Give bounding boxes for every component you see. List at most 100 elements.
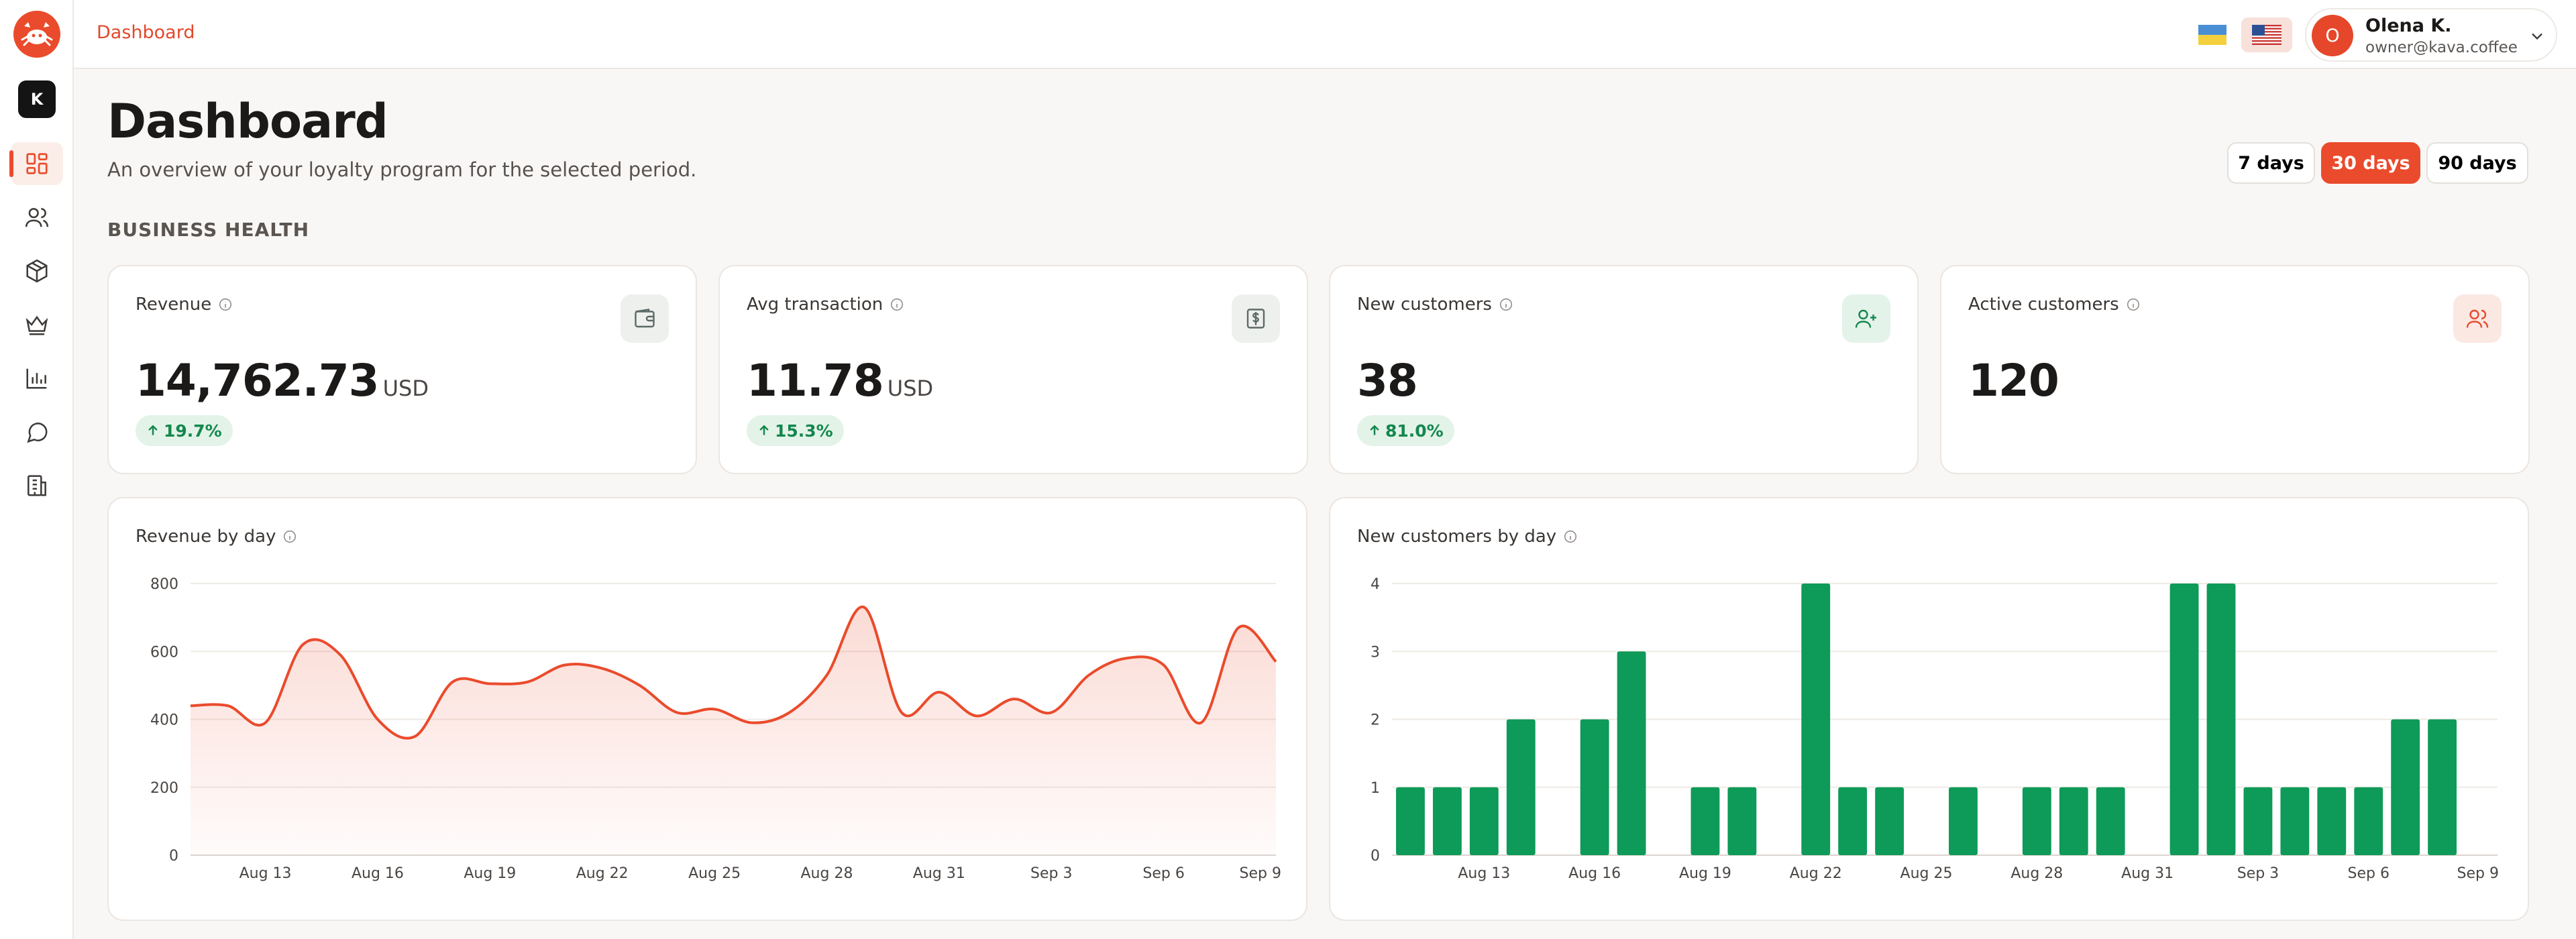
receipt-icon [1246, 309, 1265, 329]
bar[interactable] [2096, 787, 2125, 855]
bar[interactable] [1506, 719, 1536, 856]
data-point[interactable] [1047, 708, 1055, 716]
data-point[interactable] [1085, 671, 1093, 679]
bar[interactable] [2391, 719, 2420, 856]
kpi-unit: USD [382, 376, 429, 401]
bar[interactable] [2059, 787, 2088, 855]
revenue-line [190, 605, 1277, 740]
language-english[interactable] [2241, 17, 2292, 52]
range-7-days-button[interactable]: 7 days [2227, 142, 2315, 184]
data-point[interactable] [449, 678, 457, 686]
bar[interactable] [2169, 584, 2199, 855]
breadcrumb[interactable]: Dashboard [97, 22, 195, 43]
crown-icon [25, 315, 48, 335]
chart-title: New customers by day [1357, 527, 1557, 547]
range-90-days-button[interactable]: 90 days [2426, 142, 2528, 184]
data-point[interactable] [973, 712, 981, 720]
bar[interactable] [1580, 719, 1609, 856]
language-ukrainian[interactable] [2187, 17, 2238, 52]
user-email: owner@kava.coffee [2365, 39, 2518, 56]
chart-title: Revenue by day [136, 527, 276, 547]
data-point[interactable] [673, 708, 681, 716]
user-plus-icon [1855, 309, 1876, 328]
data-point[interactable] [1010, 695, 1018, 703]
info-icon[interactable] [218, 297, 233, 312]
sidebar-item-analytics[interactable] [11, 357, 63, 400]
bar[interactable] [2428, 719, 2457, 856]
x-tick-label: Aug 25 [688, 865, 741, 882]
data-point[interactable] [898, 708, 906, 716]
bar[interactable] [2206, 584, 2236, 855]
data-point[interactable] [336, 651, 344, 659]
data-point[interactable] [748, 719, 756, 727]
bar[interactable] [2243, 787, 2273, 855]
info-icon[interactable] [282, 529, 297, 544]
bar[interactable] [2317, 787, 2347, 855]
x-tick-label: Aug 16 [352, 865, 404, 882]
sidebar-item-locations[interactable] [11, 464, 63, 507]
data-point[interactable] [636, 681, 644, 689]
bar[interactable] [1690, 787, 1720, 855]
x-tick-label: Aug 28 [2010, 865, 2063, 882]
sidebar-item-messages[interactable] [11, 410, 63, 453]
bar[interactable] [1838, 787, 1868, 855]
kpi-value: 120 [1968, 355, 2059, 406]
data-point[interactable] [935, 688, 943, 696]
data-point[interactable] [411, 732, 419, 740]
x-tick-label: Aug 13 [1458, 865, 1510, 882]
bar[interactable] [1396, 787, 1425, 855]
data-point[interactable] [710, 705, 718, 713]
bar[interactable] [1949, 787, 1978, 855]
bar[interactable] [2280, 787, 2310, 855]
dashboard-icon [26, 153, 48, 174]
y-tick-label: 3 [1371, 644, 1380, 661]
kpi-label: New customers [1357, 294, 1492, 315]
workspace-switcher[interactable]: K [18, 80, 56, 118]
data-point[interactable] [486, 679, 494, 687]
x-tick-label: Aug 16 [1568, 865, 1621, 882]
data-point[interactable] [561, 661, 569, 669]
info-icon[interactable] [1499, 297, 1513, 312]
sidebar-item-products[interactable] [11, 250, 63, 292]
chat-icon [27, 423, 48, 443]
data-point[interactable] [374, 716, 382, 724]
sidebar-item-loyalty[interactable] [11, 303, 63, 346]
data-point[interactable] [224, 702, 232, 710]
data-point[interactable] [299, 641, 307, 649]
info-icon[interactable] [890, 297, 904, 312]
info-icon[interactable] [2126, 297, 2141, 312]
bar[interactable] [2022, 787, 2051, 855]
data-point[interactable] [860, 603, 868, 611]
data-point[interactable] [186, 702, 195, 710]
data-point[interactable] [523, 678, 531, 686]
bar[interactable] [1727, 787, 1757, 855]
bar[interactable] [1617, 651, 1646, 855]
delta-badge: 19.7% [136, 415, 233, 446]
x-tick-label: Aug 13 [239, 865, 292, 882]
bar[interactable] [1432, 787, 1462, 855]
info-icon[interactable] [1563, 529, 1578, 544]
bar[interactable] [1875, 787, 1904, 855]
bar[interactable] [1801, 584, 1831, 855]
data-point[interactable] [786, 708, 794, 716]
y-tick-label: 0 [1371, 848, 1380, 865]
data-point[interactable] [1122, 654, 1130, 662]
sidebar-item-dashboard[interactable] [9, 142, 63, 185]
range-30-days-button[interactable]: 30 days [2321, 142, 2420, 184]
data-point[interactable] [598, 665, 606, 673]
bar[interactable] [1469, 787, 1499, 855]
data-point[interactable] [1160, 661, 1168, 669]
data-point[interactable] [1197, 719, 1205, 727]
x-tick-label: Aug 28 [801, 865, 853, 882]
data-point[interactable] [262, 719, 270, 727]
new-customers-bar-chart: 0 1 2 3 4 Aug 13 Aug 16 Aug 19 Aug 22 Aug 25 Aug 2… [1371, 576, 2499, 882]
app-logo[interactable] [13, 11, 60, 58]
data-point[interactable] [1272, 657, 1280, 665]
sidebar-item-customers[interactable] [11, 196, 63, 239]
y-tick-label: 200 [150, 780, 178, 797]
chart-card-new-customers-by-day: New customers by day 0 1 2 3 4 Aug 13 Aug 16 Au… [1329, 497, 2529, 921]
bar[interactable] [2354, 787, 2383, 855]
user-menu[interactable]: O Olena K. owner@kava.coffee [2305, 8, 2557, 62]
data-point[interactable] [822, 671, 830, 679]
data-point[interactable] [1234, 624, 1242, 632]
